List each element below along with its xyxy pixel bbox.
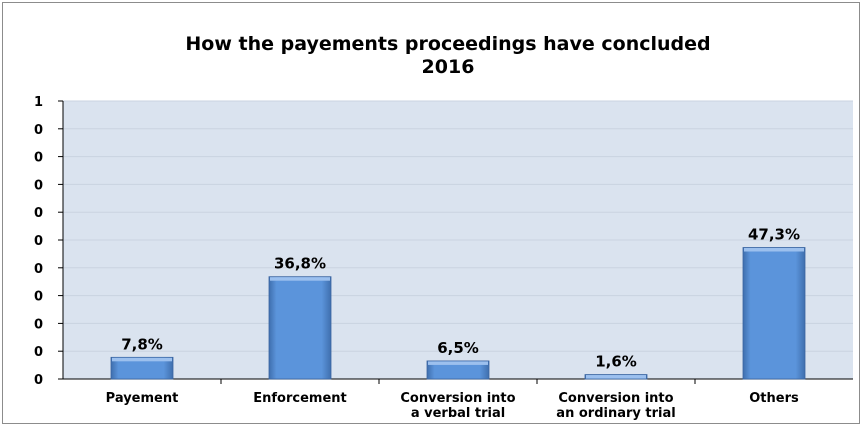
data-label: 6,5% — [437, 339, 479, 357]
chart-title: How the payements proceedings have concl… — [63, 33, 833, 79]
chart-title-line1: How the payements proceedings have concl… — [185, 33, 711, 55]
bar — [426, 360, 490, 380]
y-tick-label: 0 — [34, 345, 43, 360]
bar-top-highlight — [112, 357, 172, 362]
category-label: Conversion into — [558, 391, 673, 406]
category-label: Enforcement — [253, 391, 347, 406]
data-label: 47,3% — [748, 226, 800, 244]
bar — [268, 276, 332, 380]
bar — [742, 247, 806, 380]
y-tick-label: 0 — [34, 317, 43, 332]
bar-top-highlight — [586, 375, 646, 379]
y-tick-label: 0 — [34, 206, 43, 221]
y-tick-label: 0 — [34, 234, 43, 249]
bar-chart: 0 0 0 0 0 0 0 0 0 0 1 7,8% Payement 36,8% Enforcement 6… — [34, 95, 853, 421]
chart-frame: How the payements proceedings have concl… — [2, 2, 860, 424]
bar-top-highlight — [270, 277, 330, 281]
category-label: Others — [749, 391, 799, 406]
chart-title-line2: 2016 — [421, 56, 475, 78]
bar-top-highlight — [744, 248, 804, 252]
y-tick-label: 1 — [34, 95, 43, 110]
data-label: 7,8% — [121, 335, 163, 353]
y-tick-label: 0 — [34, 123, 43, 138]
y-tick-label: 0 — [34, 262, 43, 277]
category-label: a verbal trial — [411, 406, 505, 421]
y-tick-label: 0 — [34, 373, 43, 388]
y-tick-label: 0 — [34, 151, 43, 166]
category-label: an ordinary trial — [556, 406, 675, 421]
y-tick-label: 0 — [34, 290, 43, 305]
category-label: Payement — [106, 391, 179, 406]
data-label: 36,8% — [274, 255, 326, 273]
y-tick-label: 0 — [34, 178, 43, 193]
category-label: Conversion into — [400, 391, 515, 406]
bar — [110, 356, 174, 380]
data-label: 1,6% — [595, 353, 637, 371]
bar-top-highlight — [428, 361, 488, 365]
